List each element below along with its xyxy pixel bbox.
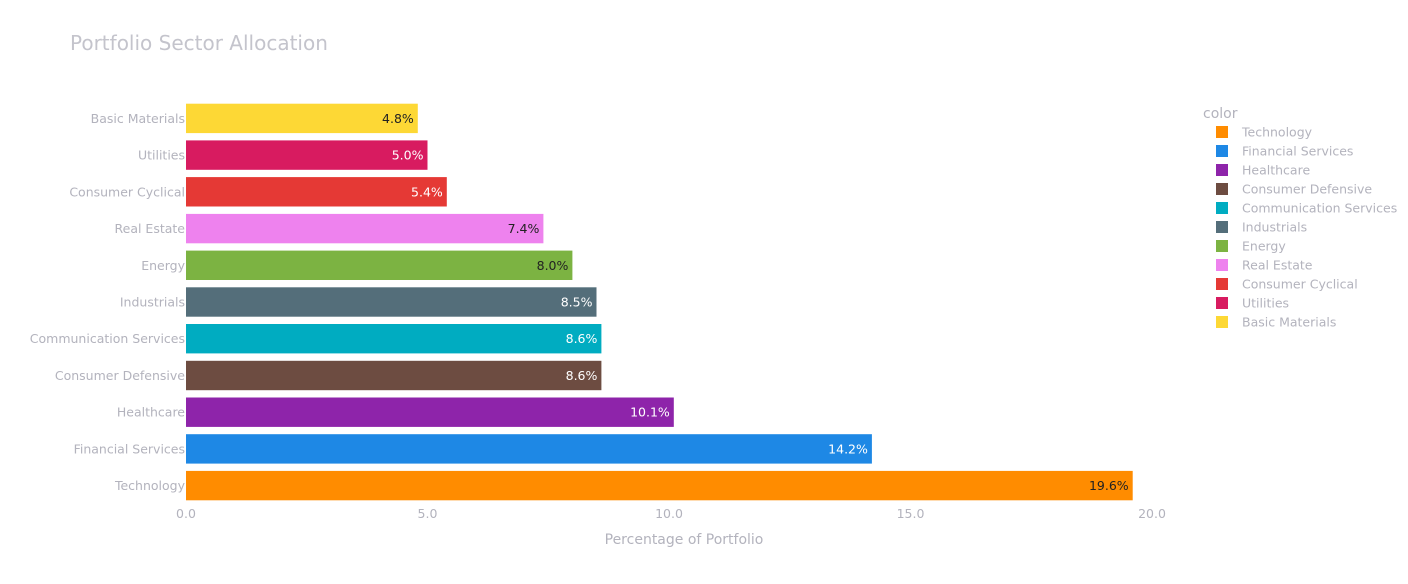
y-tick-utilities: Utilities: [138, 148, 185, 163]
x-tick-4: 20.0: [1138, 506, 1166, 521]
legend-item-consumer-cyclical[interactable]: Consumer Cyclical: [1216, 277, 1358, 292]
legend-label-technology: Technology: [1241, 125, 1313, 140]
chart-title: Portfolio Sector Allocation: [70, 31, 328, 55]
bar-real-estate: [186, 213, 544, 244]
legend-item-communication-services[interactable]: Communication Services: [1216, 201, 1397, 216]
x-tick-3: 15.0: [897, 506, 925, 521]
x-tick-2: 10.0: [655, 506, 683, 521]
bar-industrials: [186, 287, 597, 317]
legend-label-basic-materials: Basic Materials: [1242, 315, 1336, 330]
y-tick-real-estate: Real Estate: [115, 221, 186, 236]
legend-label-energy: Energy: [1242, 239, 1286, 254]
legend-item-consumer-defensive[interactable]: Consumer Defensive: [1216, 182, 1372, 197]
legend-item-utilities[interactable]: Utilities: [1216, 296, 1289, 311]
bar-technology: [186, 470, 1133, 501]
y-tick-financial-services: Financial Services: [74, 441, 185, 456]
legend-swatch-consumer-cyclical: [1216, 278, 1228, 290]
y-tick-energy: Energy: [141, 258, 185, 273]
y-tick-consumer-cyclical: Consumer Cyclical: [69, 184, 185, 199]
bar-label-healthcare: 10.1%: [630, 405, 670, 420]
legend: Technology Financial Services Healthcare Co…: [1216, 125, 1397, 330]
legend-item-energy[interactable]: Energy: [1216, 239, 1286, 254]
legend-swatch-real-estate: [1216, 259, 1228, 271]
legend-title: color: [1203, 106, 1238, 122]
legend-item-industrials[interactable]: Industrials: [1216, 220, 1307, 235]
legend-label-financial-services: Financial Services: [1242, 144, 1353, 159]
legend-swatch-energy: [1216, 240, 1228, 252]
y-tick-healthcare: Healthcare: [117, 405, 185, 420]
bar-basic-materials: [186, 103, 418, 134]
y-tick-industrials: Industrials: [120, 295, 185, 310]
x-axis-ticks: 0.0 5.0 10.0 15.0 20.0: [176, 506, 1166, 521]
bar-label-utilities: 5.0%: [392, 148, 424, 163]
bar-consumer-cyclical: [186, 177, 447, 207]
y-tick-communication-services: Communication Services: [30, 331, 185, 346]
legend-item-basic-materials[interactable]: Basic Materials: [1216, 315, 1336, 330]
legend-swatch-communication-services: [1216, 202, 1228, 214]
bar-label-industrials: 8.5%: [561, 295, 593, 310]
legend-label-communication-services: Communication Services: [1242, 201, 1397, 216]
bar-label-basic-materials: 4.8%: [382, 111, 414, 126]
y-tick-consumer-defensive: Consumer Defensive: [55, 368, 185, 383]
legend-swatch-utilities: [1216, 297, 1228, 309]
bar-label-technology: 19.6%: [1089, 478, 1129, 493]
x-tick-0: 0.0: [176, 506, 196, 521]
legend-item-healthcare[interactable]: Healthcare: [1216, 163, 1310, 178]
legend-label-consumer-cyclical: Consumer Cyclical: [1242, 277, 1358, 292]
legend-swatch-technology: [1216, 126, 1228, 138]
legend-item-financial-services[interactable]: Financial Services: [1216, 144, 1353, 159]
bar-label-real-estate: 7.4%: [508, 221, 540, 236]
y-tick-technology: Technology: [114, 478, 186, 493]
legend-item-technology[interactable]: Technology: [1216, 125, 1313, 140]
legend-label-consumer-defensive: Consumer Defensive: [1242, 182, 1372, 197]
bar-label-consumer-cyclical: 5.4%: [411, 184, 443, 199]
bar-label-communication-services: 8.6%: [566, 331, 598, 346]
bar-utilities: [186, 140, 428, 170]
legend-swatch-basic-materials: [1216, 316, 1228, 328]
legend-swatch-consumer-defensive: [1216, 183, 1228, 195]
legend-swatch-industrials: [1216, 221, 1228, 233]
bars-group: 19.6% 14.2% 10.1% 8.6% 8.6% 8.5% 8.0% 7.4% 5.4% 5…: [186, 103, 1133, 501]
legend-label-real-estate: Real Estate: [1242, 258, 1313, 273]
bar-healthcare: [186, 397, 674, 427]
y-tick-basic-materials: Basic Materials: [91, 111, 185, 126]
bar-consumer-defensive: [186, 360, 602, 391]
legend-swatch-healthcare: [1216, 164, 1228, 176]
legend-label-utilities: Utilities: [1242, 296, 1289, 311]
legend-label-healthcare: Healthcare: [1242, 163, 1310, 178]
legend-label-industrials: Industrials: [1242, 220, 1307, 235]
x-axis-title: Percentage of Portfolio: [605, 532, 764, 548]
y-axis-ticks: Technology Financial Services Healthcare Co…: [30, 111, 186, 493]
x-tick-1: 5.0: [418, 506, 438, 521]
bar-energy: [186, 250, 573, 280]
legend-item-real-estate[interactable]: Real Estate: [1216, 258, 1313, 273]
bar-label-financial-services: 14.2%: [828, 441, 868, 456]
legend-swatch-financial-services: [1216, 145, 1228, 157]
bar-communication-services: [186, 324, 602, 354]
bar-label-consumer-defensive: 8.6%: [566, 368, 598, 383]
bar-label-energy: 8.0%: [537, 258, 569, 273]
bar-financial-services: [186, 434, 872, 464]
